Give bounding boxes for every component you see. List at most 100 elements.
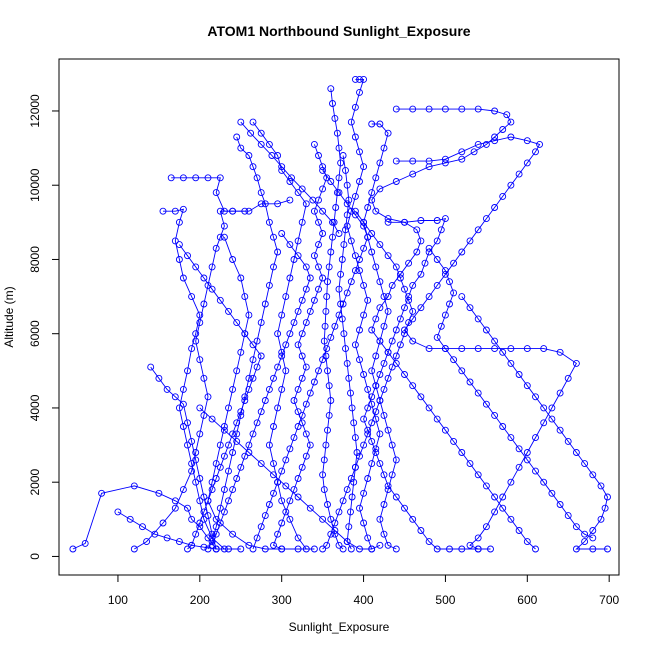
- data-point: [380, 411, 388, 419]
- data-point: [405, 319, 413, 327]
- series-23: [196, 404, 384, 553]
- data-point: [597, 515, 605, 523]
- data-point: [237, 463, 245, 471]
- data-point: [188, 541, 196, 549]
- data-point: [196, 497, 204, 505]
- data-point: [372, 408, 380, 416]
- data-point: [229, 449, 237, 456]
- data-point: [384, 215, 392, 223]
- data-point: [298, 218, 306, 226]
- data-point: [290, 434, 298, 442]
- data-point: [200, 374, 208, 382]
- data-point: [327, 530, 335, 538]
- data-point: [348, 404, 356, 412]
- data-point: [417, 217, 425, 224]
- y-tick-label: 12000: [28, 94, 42, 128]
- data-point: [364, 296, 372, 304]
- data-point: [270, 233, 277, 241]
- data-point: [376, 304, 384, 312]
- data-point: [491, 204, 499, 211]
- data-point: [396, 315, 404, 323]
- data-point: [265, 140, 273, 148]
- data-point: [441, 311, 449, 319]
- data-point: [368, 437, 376, 445]
- data-point: [433, 415, 441, 423]
- data-point: [245, 311, 253, 319]
- data-point: [458, 248, 466, 256]
- data-point: [286, 241, 294, 249]
- data-point: [360, 281, 368, 289]
- data-point: [425, 404, 433, 412]
- data-point: [331, 519, 339, 527]
- data-point: [225, 307, 232, 315]
- data-point: [290, 486, 298, 494]
- data-point: [581, 530, 589, 538]
- data-point: [196, 319, 204, 327]
- data-point: [441, 267, 449, 275]
- data-point: [175, 241, 183, 249]
- data-point: [589, 471, 597, 479]
- data-point: [204, 174, 212, 182]
- data-point: [401, 285, 408, 293]
- data-point: [220, 452, 228, 460]
- data-point: [360, 415, 368, 423]
- data-point: [564, 374, 572, 382]
- data-point: [425, 157, 433, 165]
- data-point: [433, 237, 441, 245]
- data-point: [302, 430, 310, 438]
- data-point: [345, 523, 353, 531]
- data-point: [98, 489, 106, 497]
- data-point: [237, 348, 245, 356]
- data-point: [302, 545, 310, 553]
- data-point: [597, 482, 605, 490]
- data-point: [237, 408, 245, 416]
- data-point: [278, 385, 286, 393]
- data-point: [323, 345, 331, 353]
- series-line: [371, 108, 536, 550]
- data-point: [368, 230, 376, 237]
- data-point: [491, 508, 499, 516]
- data-point: [392, 326, 400, 334]
- data-point: [523, 137, 531, 145]
- data-point: [376, 278, 384, 286]
- data-point: [441, 155, 449, 163]
- series-line: [396, 136, 577, 550]
- data-point: [433, 256, 441, 263]
- data-point: [364, 385, 372, 393]
- data-point: [81, 539, 89, 547]
- data-point: [282, 341, 290, 349]
- data-point: [425, 538, 433, 546]
- data-point: [376, 185, 384, 193]
- data-point: [253, 419, 261, 427]
- data-point: [548, 415, 556, 423]
- data-point: [343, 200, 351, 208]
- data-point: [220, 233, 228, 241]
- data-point: [257, 189, 265, 197]
- data-point: [253, 337, 261, 345]
- data-point: [320, 456, 328, 464]
- data-point: [523, 456, 531, 464]
- data-point: [376, 515, 384, 523]
- data-point: [356, 256, 363, 263]
- data-point: [384, 426, 392, 434]
- data-point: [192, 449, 200, 456]
- x-tick-label: 700: [599, 593, 619, 607]
- data-point: [458, 367, 466, 375]
- data-point: [192, 337, 200, 345]
- series-line: [461, 296, 608, 550]
- data-point: [360, 371, 368, 378]
- data-point: [184, 419, 191, 427]
- data-point: [384, 374, 392, 382]
- data-point: [261, 545, 269, 553]
- data-point: [257, 129, 265, 137]
- data-point: [450, 289, 458, 297]
- data-point: [392, 157, 400, 165]
- data-point: [274, 530, 282, 538]
- data-point: [409, 170, 417, 178]
- data-point: [270, 423, 277, 430]
- data-point: [294, 493, 302, 501]
- data-point: [319, 163, 327, 171]
- data-point: [396, 274, 404, 282]
- data-point: [340, 241, 348, 249]
